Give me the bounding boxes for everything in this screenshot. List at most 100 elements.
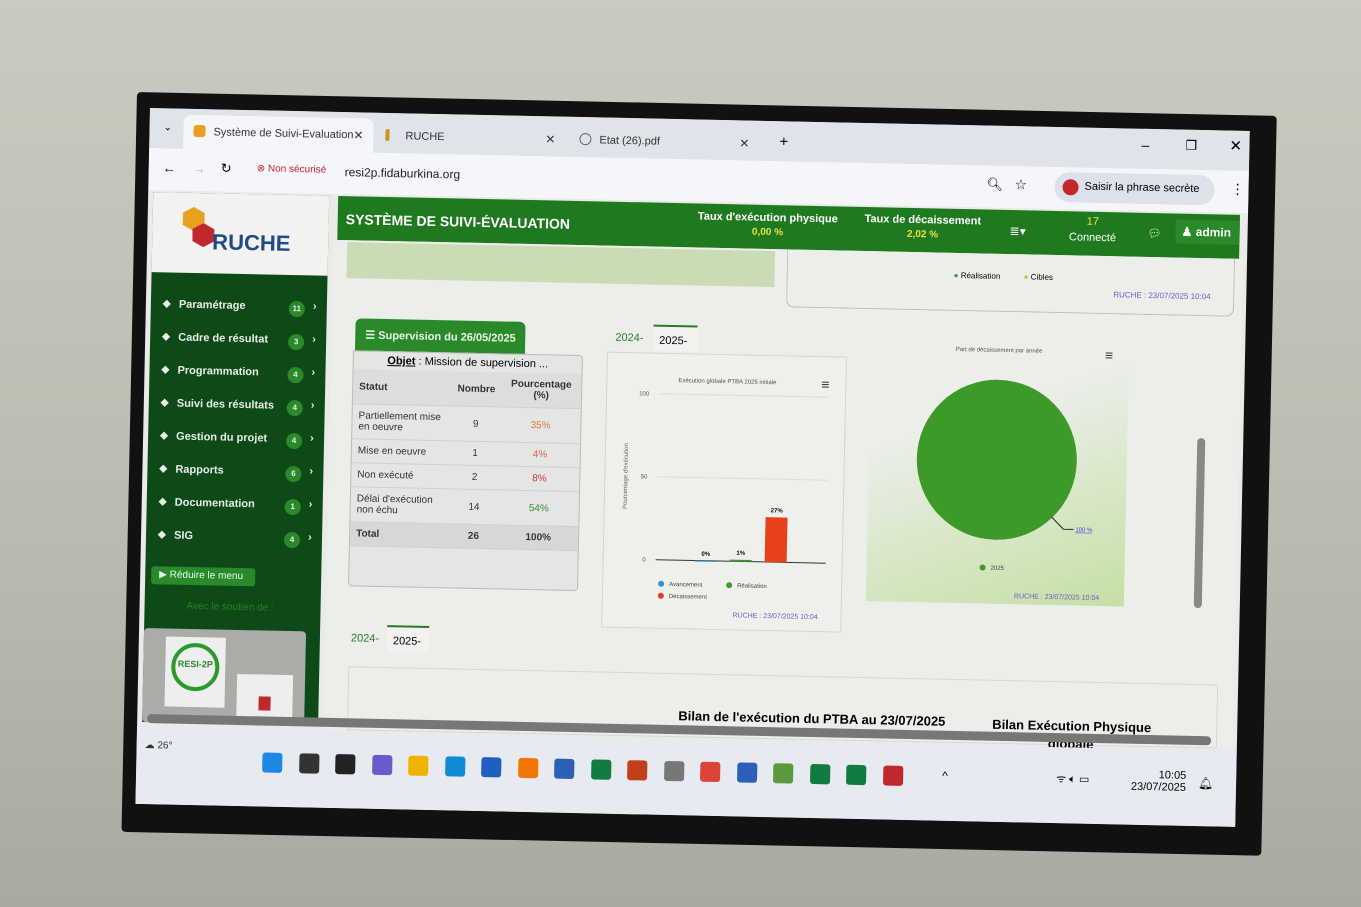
database-dropdown-icon[interactable]: ≣▾ bbox=[1009, 224, 1026, 239]
bar-chart: Exécution globale PTBA 2025 initiale ≡ 0 50… bbox=[623, 376, 830, 621]
word-icon[interactable] bbox=[554, 758, 575, 780]
settings-icon[interactable] bbox=[663, 760, 684, 782]
tab-2025-bottom[interactable]: 2025- bbox=[386, 625, 430, 652]
legend-label: Réalisation bbox=[737, 583, 767, 590]
word-icon[interactable] bbox=[736, 762, 757, 783]
col-nombre: Nombre bbox=[451, 371, 502, 407]
tab-etat-pdf[interactable]: Etat (26).pdf ✕ bbox=[569, 123, 760, 161]
tab-2024-bottom[interactable]: 2024- bbox=[350, 632, 380, 645]
legend-marker bbox=[726, 582, 733, 589]
data-label: 1% bbox=[736, 551, 745, 557]
new-tab-button[interactable]: + bbox=[779, 133, 789, 151]
table-row: Délai d'exécution non échu 14 54% bbox=[350, 486, 580, 527]
url-field[interactable]: resi2p.fidaburkina.org bbox=[344, 165, 461, 182]
app-icon[interactable] bbox=[772, 763, 794, 784]
gridline bbox=[655, 559, 826, 564]
edge-icon[interactable] bbox=[444, 756, 465, 777]
data-label: 0% bbox=[701, 552, 710, 558]
sidebar-item-count: 4 bbox=[287, 366, 304, 384]
chevron-right-icon: › bbox=[309, 465, 314, 478]
minimize-button[interactable]: – bbox=[1141, 136, 1150, 153]
table-row: Partiellement mise en oeuvre 9 35% bbox=[352, 403, 581, 444]
tab-suivi-evaluation[interactable]: Système de Suivi-Evaluation ✕ bbox=[183, 114, 374, 153]
y-axis-label: Pourcentage d'exécution bbox=[623, 443, 630, 509]
passphrase-button[interactable]: Saisir la phrase secrète bbox=[1054, 171, 1215, 206]
top-panel: ● Réalisation ● Cibles RUCHE : 23/07/202… bbox=[785, 249, 1236, 317]
powerpoint-icon[interactable] bbox=[627, 760, 648, 781]
teams-icon[interactable] bbox=[371, 754, 392, 776]
chrome-icon[interactable] bbox=[700, 761, 721, 783]
restore-button[interactable]: ❐ bbox=[1185, 137, 1198, 153]
sidebar-item-paramétrage[interactable]: ◆ Paramétrage 11 › bbox=[151, 290, 328, 324]
kpi-decaissement: Taux de décaissement 2,02 % bbox=[857, 213, 988, 242]
sidebar-item-gestion-du-projet[interactable]: ◆ Gestion du projet 4 › bbox=[148, 422, 325, 456]
store-icon[interactable] bbox=[481, 757, 502, 778]
sidebar-item-documentation[interactable]: ◆ Documentation 1 › bbox=[146, 488, 323, 522]
browser-menu-icon[interactable]: ⋮ bbox=[1230, 180, 1245, 197]
col-statut: Statut bbox=[352, 369, 452, 406]
connected-users[interactable]: 17 Connecté bbox=[1057, 215, 1128, 245]
search-icon[interactable] bbox=[298, 753, 320, 774]
supervision-title: Supervision du 26/05/2025 bbox=[378, 329, 516, 345]
bar-chart-card: Exécution globale PTBA 2025 initiale ≡ 0 50… bbox=[601, 351, 847, 633]
filezilla-icon[interactable] bbox=[882, 765, 903, 786]
chat-icon[interactable]: 💬︎ bbox=[1147, 227, 1162, 241]
vertical-scrollbar[interactable] bbox=[1193, 438, 1206, 609]
pie-chart-card: Part de décaissement par année ≡ 100 % 2025… bbox=[865, 341, 1130, 607]
sidebar-item-suivi-des-résultats[interactable]: ◆ Suivi des résultats 4 › bbox=[148, 389, 325, 423]
cubes-icon: ◆ bbox=[160, 397, 169, 409]
legend-marker bbox=[979, 564, 986, 571]
forward-icon[interactable]: → bbox=[192, 160, 206, 177]
chart-menu-icon: ≡ bbox=[821, 376, 830, 392]
sidebar-item-label: Gestion du projet bbox=[175, 430, 268, 445]
list-icon: ◆ bbox=[159, 463, 168, 475]
tab-list-chevron-icon[interactable]: ⌄ bbox=[163, 122, 173, 134]
project-icon[interactable] bbox=[845, 764, 867, 786]
start-icon[interactable] bbox=[262, 752, 283, 773]
sidebar-item-cadre-de-résultat[interactable]: ◆ Cadre de résultat 3 › bbox=[150, 323, 327, 357]
close-tab-icon[interactable]: ✕ bbox=[545, 132, 556, 147]
sidebar-item-programmation[interactable]: ◆ Programmation 4 › bbox=[149, 356, 326, 390]
excel-icon[interactable] bbox=[809, 763, 830, 785]
legend-cibles[interactable]: ● Cibles bbox=[1023, 272, 1054, 282]
row-nombre: 9 bbox=[450, 405, 502, 442]
reload-icon[interactable]: ↻ bbox=[220, 160, 232, 176]
tab-ruche[interactable]: RUCHE ✕ bbox=[375, 119, 566, 157]
vlc-icon[interactable] bbox=[517, 757, 538, 779]
close-window-button[interactable]: ✕ bbox=[1229, 137, 1243, 155]
tab-2024[interactable]: 2024- bbox=[615, 331, 644, 345]
tray-overflow-icon[interactable]: ^ bbox=[942, 768, 948, 783]
clock[interactable]: 10:05 23/07/2025 bbox=[1126, 769, 1187, 794]
sidebar-item-label: Paramétrage bbox=[178, 298, 246, 313]
project-icon[interactable] bbox=[590, 759, 611, 780]
data-label: 27% bbox=[771, 508, 784, 514]
back-icon[interactable]: ← bbox=[162, 160, 176, 176]
col-pourcentage: Pourcentage (%) bbox=[501, 372, 582, 409]
close-tab-icon[interactable]: ✕ bbox=[739, 136, 750, 151]
globe-icon bbox=[579, 133, 592, 146]
close-tab-icon[interactable]: ✕ bbox=[353, 128, 364, 143]
bookmark-star-icon[interactable]: ☆ bbox=[1014, 176, 1028, 193]
gridline bbox=[659, 393, 830, 398]
tab-2025[interactable]: 2025- bbox=[653, 324, 698, 352]
file-explorer-icon[interactable] bbox=[408, 755, 429, 776]
sidebar-item-sig[interactable]: ◆ SIG 4 › bbox=[146, 521, 323, 555]
objet-label: Objet bbox=[387, 355, 416, 368]
collapse-menu-button[interactable]: ▶ Réduire le menu bbox=[151, 566, 256, 587]
task-view-icon[interactable] bbox=[335, 754, 356, 775]
chart-title: Part de décaissement par année bbox=[956, 347, 1043, 355]
y-tick-label: 0 bbox=[642, 557, 646, 563]
sidebar-item-rapports[interactable]: ◆ Rapports 6 › bbox=[147, 455, 324, 489]
y-tick-label: 50 bbox=[641, 474, 648, 480]
kpi-value: 2,02 % bbox=[906, 228, 939, 241]
gear-icon: ◆ bbox=[162, 298, 171, 310]
not-secure-badge[interactable]: ⊗ Non sécurisé bbox=[256, 163, 327, 176]
legend-realisation[interactable]: ● Réalisation bbox=[953, 270, 1001, 281]
user-menu[interactable]: ♟ admin bbox=[1175, 219, 1240, 245]
wifi-volume-battery-icons[interactable]: ᯤ 🔈︎ ▭ bbox=[1056, 773, 1090, 786]
app-title: SYSTÈME DE SUIVI-ÉVALUATION bbox=[345, 211, 571, 232]
notification-icon[interactable]: 🔔︎ bbox=[1197, 776, 1214, 791]
zoom-icon[interactable]: 🔍︎ bbox=[986, 176, 1004, 192]
tab-label: RUCHE bbox=[405, 130, 445, 144]
weather-widget[interactable]: ☁ 26° bbox=[144, 740, 173, 752]
